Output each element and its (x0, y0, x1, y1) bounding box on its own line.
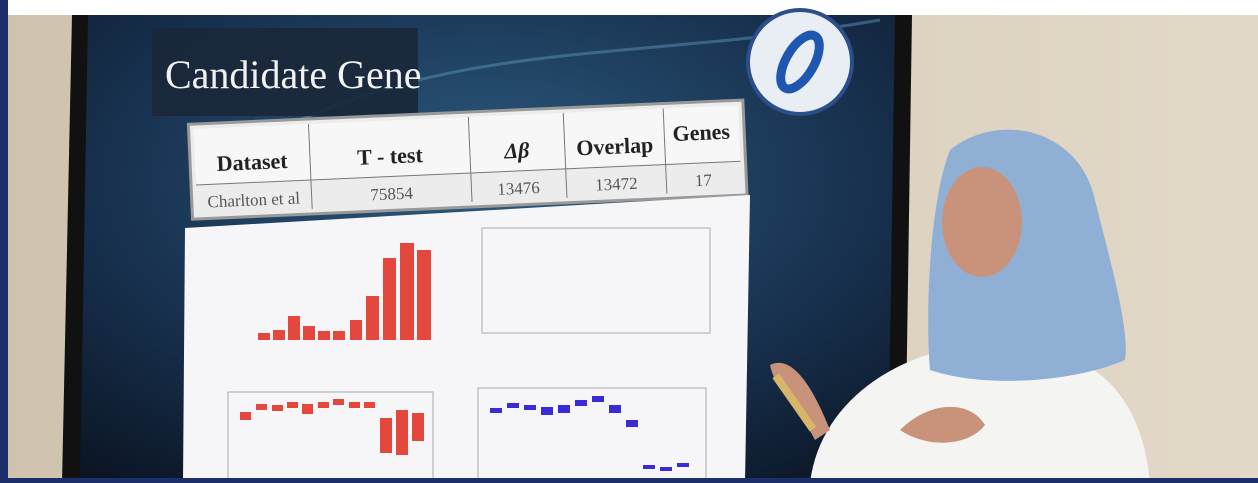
table-cell: 13472 (595, 174, 638, 195)
header-cell: Δβ (503, 137, 531, 163)
header-cell: T - test (357, 142, 424, 170)
table-cell: 75854 (370, 184, 414, 205)
table-cell: 13476 (497, 178, 540, 199)
page: Candidate Gene Dataset T - test Δβ Overl… (0, 0, 1258, 483)
logo (748, 10, 852, 114)
table-cell: 17 (694, 170, 712, 190)
header-cell: Dataset (216, 148, 289, 176)
slide-title: Candidate Gene (165, 52, 422, 97)
left-border (0, 0, 8, 483)
top-strip (0, 0, 1258, 15)
table-cell: Charlton et al (207, 188, 301, 211)
header-cell: Overlap (576, 132, 654, 160)
header-cell: Genes (672, 119, 731, 147)
photo: Candidate Gene Dataset T - test Δβ Overl… (0, 0, 1258, 483)
face (942, 167, 1022, 277)
bottom-border (0, 478, 1258, 483)
